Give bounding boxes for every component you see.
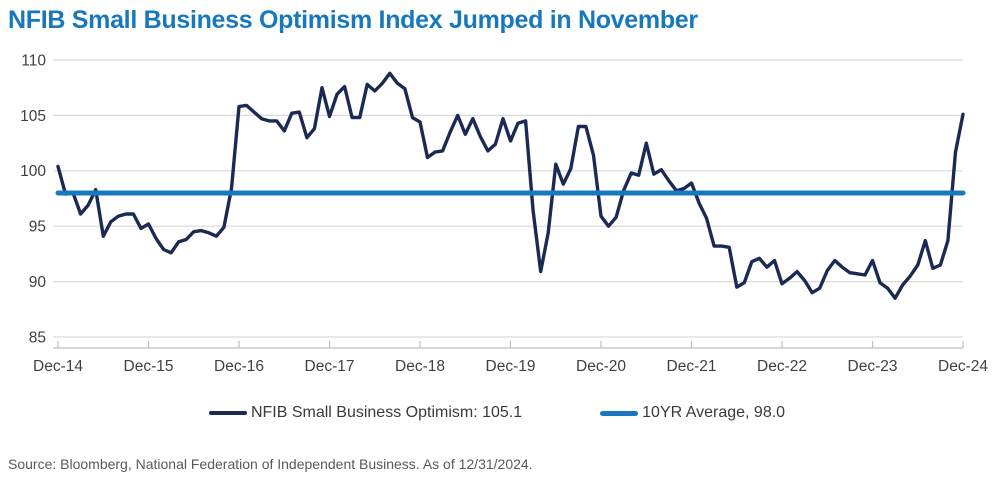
y-tick-label: 95: [29, 219, 46, 236]
optimism-series-line: [56, 71, 965, 300]
x-tick-label: Dec-20: [576, 358, 626, 375]
x-tick-label: Dec-22: [757, 358, 807, 375]
x-tick-label: Dec-15: [124, 358, 174, 375]
source-note: Source: Bloomberg, National Federation o…: [8, 456, 533, 472]
x-tick-label: Dec-24: [938, 358, 988, 375]
x-tick-label: Dec-17: [305, 358, 355, 375]
x-tick-label: Dec-14: [33, 358, 83, 375]
legend-item-series: NFIB Small Business Optimism: 105.1: [208, 404, 523, 422]
x-tick-label: Dec-16: [214, 358, 264, 375]
y-tick-label: 110: [21, 52, 46, 69]
y-tick-label: 85: [29, 329, 46, 346]
x-tick-label: Dec-23: [848, 358, 898, 375]
legend-item-average: 10YR Average, 98.0: [600, 404, 785, 422]
legend-label-series: NFIB Small Business Optimism: 105.1: [250, 404, 523, 421]
y-tick-label: 100: [20, 163, 46, 180]
x-tick-label: Dec-21: [667, 358, 717, 375]
x-tick-label: Dec-18: [395, 358, 445, 375]
page-title: NFIB Small Business Optimism Index Jumpe…: [8, 6, 698, 34]
y-tick-label: 105: [20, 108, 46, 125]
series-line-swatch-icon: [208, 411, 247, 415]
legend-label-average: 10YR Average, 98.0: [642, 404, 786, 421]
chart-legend: NFIB Small Business Optimism: 105.1 10YR…: [0, 404, 994, 422]
y-tick-label: 90: [29, 274, 47, 291]
average-line-swatch-icon: [600, 410, 639, 416]
x-tick-label: Dec-19: [486, 358, 536, 375]
